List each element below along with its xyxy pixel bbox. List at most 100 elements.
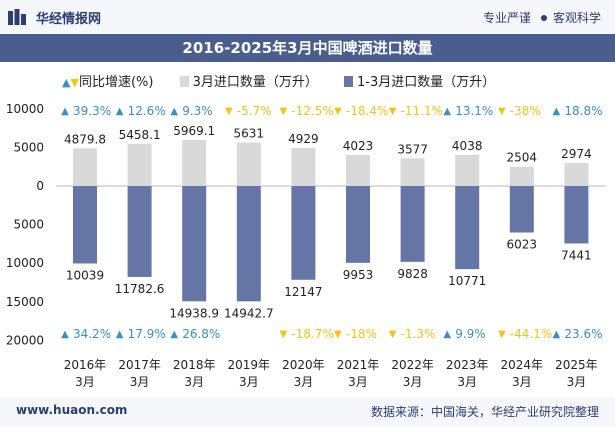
monthly-bar	[346, 154, 370, 186]
category-year-label: 2019年	[228, 358, 271, 372]
y-tick-label: 5000	[13, 218, 44, 232]
growth-cumulative-label: -44.1%	[510, 327, 552, 341]
growth-monthly-label: -38%	[510, 104, 541, 118]
cumulative-value-label: 9953	[343, 268, 374, 282]
monthly-value-label: 4038	[452, 139, 483, 153]
category-month-label: 3月	[403, 375, 423, 389]
growth-cumulative-label: 17.9%	[128, 327, 166, 341]
category-month-label: 3月	[348, 375, 368, 389]
brand-tags: 专业严谨 客观科学	[483, 9, 601, 26]
monthly-value-label: 5458.1	[119, 128, 161, 142]
y-tick-label: 10000	[6, 102, 44, 116]
monthly-bar	[455, 154, 480, 186]
category-month-label: 3月	[512, 375, 532, 389]
growth-up-icon: ▲	[553, 106, 561, 117]
growth-monthly-label: 13.1%	[455, 104, 493, 118]
growth-up-icon: ▲	[61, 106, 69, 117]
growth-monthly-label: 39.3%	[73, 104, 111, 118]
growth-up-icon: ▲	[170, 106, 178, 117]
tag-professional: 专业严谨	[482, 11, 531, 25]
brand-logo-icon	[8, 9, 26, 25]
bar-chart: 10000 5000 0 5000 10000 15000 20000 4879.8 10039…	[6, 102, 606, 389]
category-year-label: 2017年	[118, 358, 161, 372]
cumulative-value-label: 10039	[66, 269, 104, 283]
footer: www.huaon.com 数据来源：中国海关，华经产业研究院整理	[0, 397, 615, 427]
growth-cumulative-label: 26.8%	[182, 327, 220, 341]
triangle-down-icon: ▼	[70, 76, 79, 89]
growth-up-icon: ▲	[116, 329, 124, 340]
brand-name: 华经情报网	[36, 12, 102, 27]
category-year-label: 2024年	[501, 358, 544, 372]
cumulative-bar	[400, 186, 425, 262]
growth-up-icon: ▲	[61, 329, 69, 340]
growth-monthly-label: -5.7%	[237, 104, 272, 118]
cumulative-bar	[509, 186, 534, 233]
triangle-up-icon: ▲	[62, 76, 71, 89]
y-tick-label: 15000	[6, 295, 44, 309]
cumulative-bar	[127, 186, 152, 277]
monthly-value-label: 5631	[234, 127, 265, 141]
cumulative-bar	[564, 186, 589, 244]
category-month-label: 3月	[567, 375, 587, 389]
y-tick-label: 0	[36, 179, 44, 193]
cumulative-bar	[73, 186, 97, 264]
chart-legend: ▲▼同比增速(%) 3月进口数量（万升） 1-3月进口数量（万升）	[62, 71, 517, 90]
data-source: 数据来源：中国海关，华经产业研究院整理	[370, 405, 599, 419]
category-month-label: 3月	[184, 375, 204, 389]
tag-objective: 客观科学	[552, 11, 601, 25]
growth-monthly-label: -18.4%	[346, 104, 388, 118]
monthly-value-label: 2974	[561, 147, 592, 161]
growth-cumulative-label: 9.9%	[455, 327, 486, 341]
monthly-bar	[509, 166, 534, 186]
growth-up-icon: ▲	[116, 106, 124, 117]
cumulative-value-label: 7441	[561, 248, 592, 262]
cumulative-bar	[291, 186, 316, 280]
growth-cumulative-label: -1.3%	[401, 327, 436, 341]
growth-monthly-label: 12.6%	[128, 104, 166, 118]
monthly-value-label: 3577	[397, 142, 428, 156]
legend-monthly-label: 3月进口数量（万升）	[192, 75, 318, 90]
legend-monthly-swatch	[179, 76, 189, 87]
cumulative-value-label: 11782.6	[115, 282, 165, 296]
legend-growth-label: 同比增速(%)	[78, 75, 154, 90]
category-year-label: 2018年	[173, 358, 216, 372]
growth-monthly-label: -12.5%	[291, 104, 333, 118]
legend-cumulative-label: 1-3月进口数量（万升）	[357, 75, 496, 90]
growth-cumulative-label: -18.7%	[291, 327, 333, 341]
cumulative-value-label: 14942.7	[224, 306, 274, 320]
growth-down-icon: ▼	[334, 106, 342, 117]
monthly-bar	[73, 148, 97, 186]
growth-up-icon: ▲	[170, 329, 178, 340]
cumulative-bar	[346, 186, 370, 263]
growth-down-icon: ▼	[334, 329, 342, 340]
monthly-bar	[291, 147, 316, 186]
top-bar: 华经情报网 专业严谨 客观科学	[0, 0, 615, 34]
growth-cumulative-label: 34.2%	[73, 327, 111, 341]
y-tick-label: 10000	[6, 256, 44, 270]
monthly-value-label: 5969.1	[173, 124, 215, 138]
category-year-label: 2020年	[282, 358, 325, 372]
growth-down-icon: ▼	[389, 106, 397, 117]
monthly-value-label: 2504	[507, 151, 538, 165]
category-year-label: 2022年	[391, 358, 434, 372]
growth-monthly-label: 18.8%	[564, 104, 602, 118]
chart-title: 2016-2025年3月中国啤酒进口数量	[0, 34, 615, 62]
growth-down-icon: ▼	[498, 106, 506, 117]
monthly-value-label: 4929	[288, 132, 319, 146]
growth-down-icon: ▼	[225, 106, 233, 117]
category-month-label: 3月	[457, 375, 477, 389]
growth-down-icon: ▼	[280, 329, 288, 340]
cumulative-bar	[455, 186, 480, 270]
cumulative-bar	[182, 186, 207, 302]
category-year-label: 2021年	[337, 358, 380, 372]
monthly-value-label: 4023	[343, 139, 374, 153]
cumulative-value-label: 6023	[507, 237, 538, 251]
monthly-bar	[564, 163, 589, 186]
growth-down-icon: ▼	[389, 329, 397, 340]
legend-growth: ▲▼同比增速(%)	[62, 71, 153, 90]
category-year-label: 2016年	[64, 358, 107, 372]
cumulative-value-label: 14938.9	[169, 306, 219, 320]
category-month-label: 3月	[294, 375, 314, 389]
category-month-label: 3月	[239, 375, 259, 389]
